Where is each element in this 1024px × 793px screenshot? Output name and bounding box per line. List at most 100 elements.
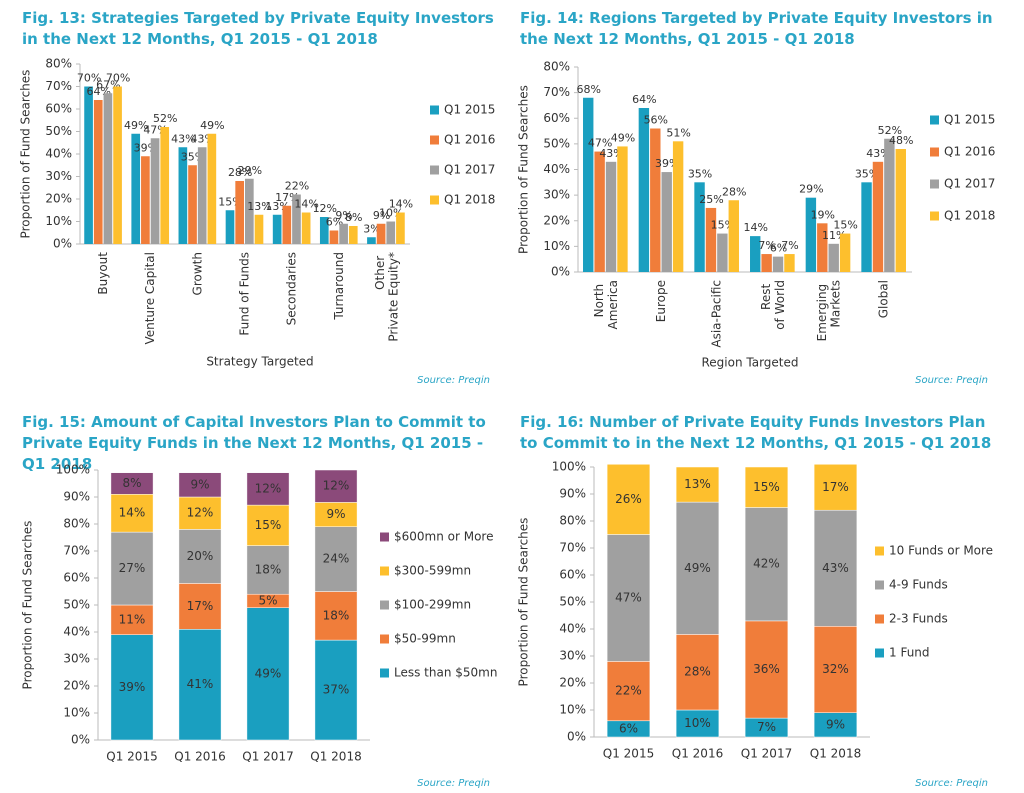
data-label: 7% <box>758 239 775 252</box>
bar <box>638 108 650 272</box>
bar <box>376 223 386 244</box>
bar <box>93 100 103 244</box>
y-tick-label: 20% <box>45 192 72 206</box>
legend-label: Q1 2017 <box>444 163 495 177</box>
y-tick-label: 0% <box>71 733 90 747</box>
bar <box>605 161 617 272</box>
y-tick-label: 10% <box>45 214 72 228</box>
source: Source: Preqin <box>915 778 988 789</box>
bar-segment <box>675 466 720 503</box>
y-tick-label: 10% <box>559 703 586 717</box>
data-label: 8% <box>345 211 362 224</box>
data-label: 56% <box>644 114 668 127</box>
y-tick-label: 80% <box>559 514 586 528</box>
bar-segment <box>744 466 789 508</box>
data-label: 26% <box>615 492 642 506</box>
data-label: 11% <box>119 612 146 626</box>
bar <box>178 147 188 244</box>
data-label: 12% <box>313 202 337 215</box>
bar <box>319 217 329 244</box>
bar <box>861 182 872 272</box>
bar-segment <box>246 472 290 506</box>
data-label: 9% <box>335 209 352 222</box>
bar <box>348 226 358 244</box>
bar-segment <box>314 591 358 641</box>
bar-segment <box>606 534 651 662</box>
bar <box>197 147 207 244</box>
bar-segment <box>675 634 720 711</box>
bar <box>235 181 244 244</box>
y-tick-label: 40% <box>559 622 586 636</box>
bar <box>750 236 761 272</box>
bar <box>661 172 672 272</box>
x-tick-label: Q1 2018 <box>810 747 861 761</box>
legend-label: Q1 2018 <box>944 209 995 223</box>
y-tick-label: 30% <box>559 649 586 663</box>
bar <box>160 127 170 244</box>
x-tick-label: Q1 2018 <box>310 750 361 764</box>
bar-segment <box>744 620 789 719</box>
y-tick-label: 60% <box>45 102 72 116</box>
y-tick-label: 10% <box>543 239 570 253</box>
y-tick-label: 60% <box>63 571 90 585</box>
legend-label: 2-3 Funds <box>889 612 948 626</box>
y-tick-label: 50% <box>543 136 570 150</box>
data-label: 47% <box>615 590 642 604</box>
bar-segment <box>178 529 222 584</box>
legend-swatch <box>380 532 389 542</box>
legend-label: Less than $50mn <box>394 666 497 680</box>
data-label: 6% <box>326 216 343 229</box>
y-tick-label: 30% <box>63 652 90 666</box>
x-tick-label: Global <box>877 280 891 318</box>
source: Source: Preqin <box>417 778 490 789</box>
data-label: 27% <box>119 561 146 575</box>
y-tick-label: 20% <box>543 213 570 227</box>
data-label: 22% <box>285 180 309 193</box>
bar <box>594 151 605 272</box>
legend-swatch <box>430 105 439 115</box>
bar <box>272 214 282 244</box>
legend-swatch <box>430 195 439 205</box>
data-label: 14% <box>389 198 413 211</box>
x-tick-label: Q1 2016 <box>174 750 225 764</box>
bar <box>828 243 839 272</box>
x-tick-label: Europe <box>654 280 668 322</box>
legend-label: Q1 2018 <box>444 193 495 207</box>
bar <box>141 156 150 244</box>
bar <box>113 86 122 244</box>
legend-label: Q1 2017 <box>944 177 995 191</box>
bar <box>872 161 884 272</box>
legend-swatch <box>875 648 884 658</box>
legend-swatch <box>380 668 389 678</box>
legend-swatch <box>930 147 939 157</box>
x-tick-label: Rest of World <box>759 280 787 330</box>
data-label: 29% <box>238 164 262 177</box>
y-tick-label: 60% <box>559 568 586 582</box>
bar-segment <box>314 469 358 503</box>
data-label: 43% <box>171 132 195 145</box>
x-tick-label: Q1 2017 <box>242 750 293 764</box>
bar <box>292 194 301 244</box>
y-axis-title: Proportion of Fund Searches <box>19 70 33 239</box>
bar <box>188 165 197 244</box>
data-label: 42% <box>753 557 780 571</box>
y-tick-label: 90% <box>63 490 90 504</box>
bar <box>367 237 376 244</box>
data-label: 48% <box>889 134 913 147</box>
data-label: 68% <box>576 83 600 96</box>
x-axis-title: Region Targeted <box>701 356 798 370</box>
chart-title: Fig. 14: Regions Targeted by Private Equ… <box>520 9 993 48</box>
data-label: 41% <box>187 677 214 691</box>
bar <box>245 178 254 244</box>
legend-swatch <box>875 614 884 624</box>
y-tick-label: 40% <box>63 625 90 639</box>
data-label: 49% <box>124 119 148 132</box>
data-label: 39% <box>119 680 146 694</box>
legend-swatch <box>430 165 439 175</box>
bar <box>705 207 717 272</box>
bar <box>772 256 784 272</box>
y-tick-label: 50% <box>559 595 586 609</box>
y-tick-label: 80% <box>45 57 72 71</box>
